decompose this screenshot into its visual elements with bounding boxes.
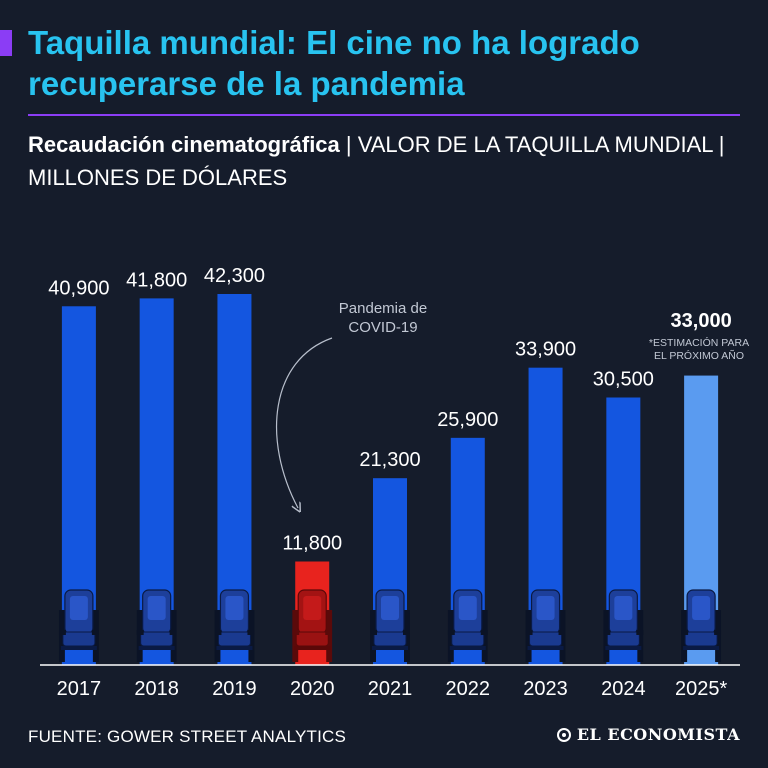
tick-label-2018: 2018 xyxy=(134,678,179,700)
subtitle-units: | VALOR DE LA TAQUILLA MUNDIAL | MILLONE… xyxy=(28,132,725,190)
covid-annotation-line-2: COVID-19 xyxy=(348,319,417,336)
brand-logo: EL ECONOMISTA xyxy=(556,725,740,744)
tick-label-2017: 2017 xyxy=(57,678,102,700)
chart-title: Taquilla mundial: El cine no ha logrado … xyxy=(28,24,640,102)
tick-label-2025: 2025* xyxy=(675,678,727,700)
subtitle-bold: Recaudación cinematográfica xyxy=(28,132,340,157)
source-credit: FUENTE: GOWER STREET ANALYTICS xyxy=(28,727,347,746)
value-label-2023: 33,900 xyxy=(515,339,576,361)
title-divider xyxy=(28,114,740,116)
tick-label-2020: 2020 xyxy=(290,678,335,700)
value-label-2022: 25,900 xyxy=(437,409,498,431)
estimate-note-line-1: *ESTIMACIÓN PARA xyxy=(649,336,749,349)
brand-name: EL ECONOMISTA xyxy=(576,725,740,744)
title-accent-bar xyxy=(0,30,12,56)
tick-label-2024: 2024 xyxy=(601,678,646,700)
tick-label-2019: 2019 xyxy=(212,678,257,700)
chart-subtitle: Recaudación cinematográfica | VALOR DE L… xyxy=(28,128,740,194)
tick-label-2022: 2022 xyxy=(446,678,491,700)
value-label-2025: 33,000 xyxy=(671,310,732,332)
covid-annotation-line-1: Pandemia de xyxy=(339,300,427,317)
tick-label-2023: 2023 xyxy=(523,678,568,700)
value-label-2020: 11,800 xyxy=(282,533,342,555)
value-label-2024: 30,500 xyxy=(593,368,654,390)
value-label-2018: 41,800 xyxy=(126,269,187,291)
tick-label-2021: 2021 xyxy=(368,678,413,700)
estimate-note-line-2: EL PRÓXIMO AÑO xyxy=(654,349,744,362)
value-label-2021: 21,300 xyxy=(359,449,420,471)
value-label-2019: 42,300 xyxy=(204,265,265,287)
value-label-2017: 40,900 xyxy=(48,277,109,299)
brand-icon xyxy=(556,727,571,742)
covid-arrow xyxy=(275,337,333,508)
